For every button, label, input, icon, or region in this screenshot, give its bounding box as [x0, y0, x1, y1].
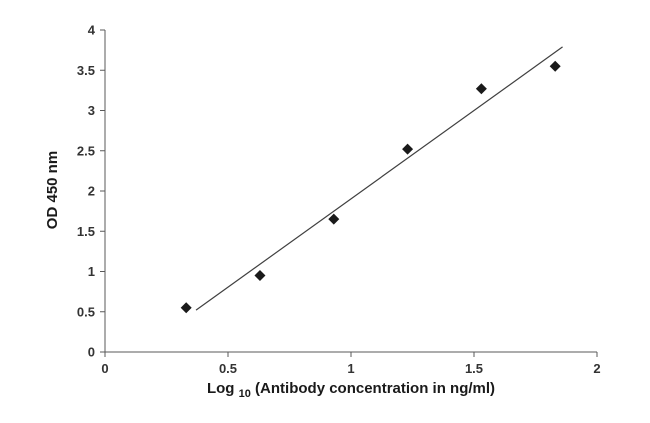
- y-tick-label: 0.5: [77, 304, 95, 319]
- data-point: [254, 270, 266, 282]
- y-tick-label: 1: [88, 264, 95, 279]
- data-series: [180, 46, 563, 314]
- x-tick-label: 1: [347, 361, 354, 376]
- y-tick-label: 4: [88, 23, 96, 38]
- trend-line: [195, 46, 563, 311]
- x-axis-title-prefix: Log: [207, 380, 235, 397]
- tick-marks-and-labels: 0 0.5 1 1.5 2 0 0.5 1 1.5 2 2.5 3 3.5 4: [77, 23, 601, 377]
- x-tick-label: 2: [593, 361, 600, 376]
- x-axis-title-rest: (Antibody concentration in ng/ml): [255, 380, 495, 397]
- x-tick-label: 0.5: [219, 361, 237, 376]
- x-tick-label: 1.5: [465, 361, 483, 376]
- axes: [104, 30, 597, 353]
- data-point: [475, 83, 487, 95]
- data-point: [402, 143, 414, 155]
- y-tick-label: 1.5: [77, 224, 95, 239]
- y-tick-label: 2.5: [77, 143, 95, 158]
- y-tick-label: 3.5: [77, 63, 95, 78]
- data-point: [328, 213, 340, 225]
- x-tick-label: 0: [101, 361, 108, 376]
- y-tick-label: 2: [88, 184, 95, 199]
- y-tick-label: 0: [88, 345, 95, 360]
- data-point: [549, 60, 561, 72]
- y-axis-title: OD 450 nm: [44, 151, 61, 229]
- x-axis-title-subscript: 10: [239, 388, 251, 400]
- y-tick-label: 3: [88, 103, 95, 118]
- data-point: [180, 302, 192, 314]
- x-axis-title: Log 10 (Antibody concentration in ng/ml): [207, 380, 495, 401]
